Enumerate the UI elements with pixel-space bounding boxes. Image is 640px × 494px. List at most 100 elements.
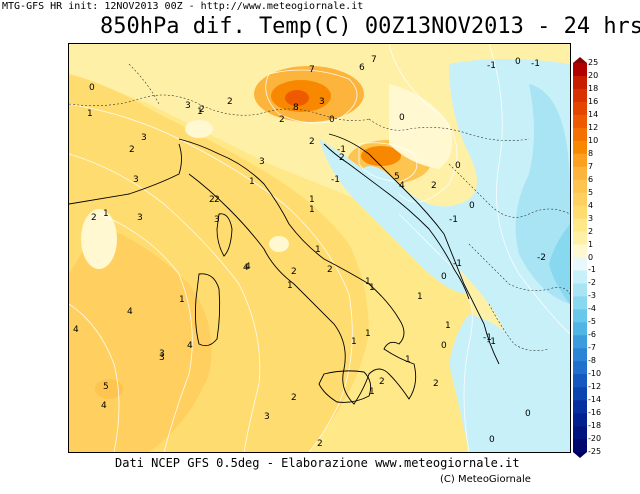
contour-label: 2 <box>309 137 315 147</box>
colorbar-segment <box>573 205 587 219</box>
contour-label: 1 <box>351 337 357 347</box>
contour-label: -2 <box>537 253 546 263</box>
colorbar-tick-label: 8 <box>588 148 594 158</box>
contour-label: 3 <box>319 97 325 107</box>
contour-label: -1 <box>487 337 496 347</box>
colorbar-tick-label: 4 <box>588 200 594 210</box>
contour-label: 0 <box>455 161 461 171</box>
colorbar-segment <box>573 270 587 284</box>
colorbar-tick-label: 6 <box>588 174 594 184</box>
colorbar-segment <box>573 101 587 116</box>
colorbar-tick-label: 5 <box>588 187 594 197</box>
contour-label: 0 <box>329 115 335 125</box>
contour-label: 1 <box>369 283 375 293</box>
contour-label: 0 <box>89 83 95 93</box>
colorbar-segment <box>573 127 587 142</box>
contour-label: 7 <box>371 55 377 65</box>
field-alps-core <box>285 90 309 106</box>
contour-label: 0 <box>441 272 447 282</box>
colorbar-tick-label: -2 <box>588 278 596 288</box>
colorbar-segment <box>573 348 587 362</box>
contour-label: 2 <box>291 267 297 277</box>
field-southwest-5 <box>95 379 123 399</box>
contour-label: 4 <box>73 325 79 335</box>
map-title: 850hPa dif. Temp(C) 00Z13NOV2013 - 24 hr… <box>100 14 640 39</box>
colorbar-segment <box>573 374 587 388</box>
colorbar-segment <box>573 153 587 168</box>
contour-label: 0 <box>441 341 447 351</box>
colorbar-tick-label: 3 <box>588 213 594 223</box>
colorbar-segment <box>573 283 587 297</box>
contour-label: 3 <box>159 349 165 359</box>
contour-label: 4 <box>399 181 405 191</box>
colorbar-segment <box>573 218 587 232</box>
colorbar-tick-label: -14 <box>588 395 602 405</box>
colorbar-segment <box>573 439 587 453</box>
colorbar-tick-label: -8 <box>588 356 596 366</box>
contour-label: 0 <box>525 409 531 419</box>
field-ionian-cold <box>449 314 532 452</box>
colorbar-segment <box>573 413 587 427</box>
colorbar-tick-label: 1 <box>588 239 594 249</box>
contour-label: 2 <box>199 105 205 115</box>
triangle-up-icon <box>573 57 587 63</box>
colorbar-tick-label: -18 <box>588 421 602 431</box>
contour-label: 5 <box>103 382 109 392</box>
contour-label: 3 <box>133 175 139 185</box>
colorbar-segment <box>573 179 587 193</box>
colorbar-segment <box>573 192 587 206</box>
contour-label: 3 <box>264 412 270 422</box>
contour-label: 0 <box>489 435 495 445</box>
colorbar-tick-label: 14 <box>588 109 599 119</box>
contour-label: 4 <box>245 262 251 272</box>
colorbar-segment <box>573 426 587 440</box>
contour-label: 2 <box>227 97 233 107</box>
map-svg: 7 7 6 8 3 2 3 1 1 2 2 3 2 1 2 3 2 1 3 3 … <box>69 44 570 452</box>
colorbar-tick-label: 18 <box>588 83 599 93</box>
contour-label: 6 <box>359 63 365 73</box>
colorbar-tick-label: 0 <box>588 252 594 262</box>
colorbar-segment <box>573 309 587 323</box>
contour-label: -1 <box>531 59 540 69</box>
contour-label: 1 <box>309 195 315 205</box>
colorbar-tick-label: -7 <box>588 343 596 353</box>
colorbar-tick-label: 2 <box>588 226 594 236</box>
colorbar-segments <box>573 63 587 453</box>
contour-label: 4 <box>127 307 133 317</box>
contour-label: -1 <box>331 175 340 185</box>
contour-label: 2 <box>433 379 439 389</box>
contour-label: 2 <box>291 393 297 403</box>
colorbar-tick-label: 7 <box>588 161 594 171</box>
colorbar-tick-label: -12 <box>588 382 602 392</box>
contour-label: 1 <box>365 329 371 339</box>
contour-label: 2 <box>339 153 345 163</box>
colorbar-tick-label: -10 <box>588 369 602 379</box>
contour-label: 2 <box>129 145 135 155</box>
colorbar-segment <box>573 63 587 77</box>
contour-label: -1 <box>453 259 462 269</box>
colorbar-tick-label: -16 <box>588 408 602 418</box>
colorbar-segment <box>573 257 587 271</box>
field-tyrrhenian-spot <box>269 236 289 252</box>
colorbar-segment <box>573 88 587 103</box>
colorbar-tick-label: 10 <box>588 135 599 145</box>
contour-label: 2 <box>431 181 437 191</box>
data-credit: Dati NCEP GFS 0.5deg - Elaborazione www.… <box>115 456 520 470</box>
field-west-cold-1 <box>81 209 117 269</box>
contour-label: 1 <box>369 387 375 397</box>
triangle-down-icon <box>573 452 587 458</box>
contour-label: 1 <box>417 292 423 302</box>
contour-label: 1 <box>405 355 411 365</box>
colorbar-segment <box>573 322 587 336</box>
contour-label: 1 <box>287 281 293 291</box>
contour-label: 1 <box>315 245 321 255</box>
colorbar-tick-label: 12 <box>588 122 599 132</box>
contour-label: 1 <box>197 107 203 117</box>
colorbar-segment <box>573 361 587 375</box>
contour-label: 3 <box>141 133 147 143</box>
contour-label: 2 <box>317 439 323 449</box>
field-east-minus3 <box>549 224 570 304</box>
contour-label: 2 <box>327 265 333 275</box>
contour-label: 4 <box>187 341 193 351</box>
colorbar-tick-label: -20 <box>588 434 602 444</box>
